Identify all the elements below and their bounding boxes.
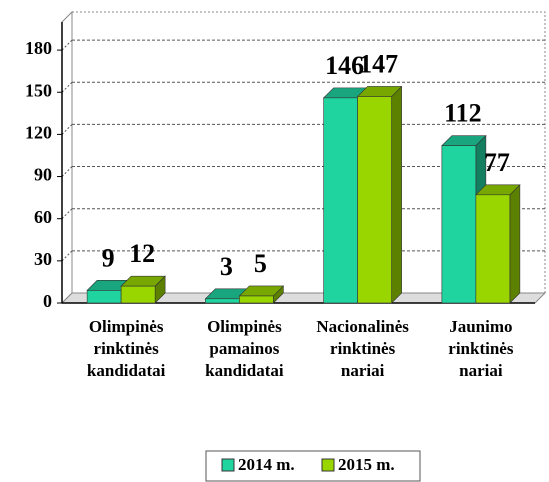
x-tick-label: kandidatai [205, 361, 284, 380]
x-tick-label: rinktinės [330, 339, 396, 358]
value-label: 9 [102, 243, 115, 272]
x-tick-label: nariai [459, 361, 503, 380]
bar [441, 145, 477, 304]
y-tick-label: 180 [25, 38, 52, 58]
y-tick-label: 90 [34, 165, 52, 185]
x-tick-label: Jaunimo [449, 317, 512, 336]
bar [120, 285, 156, 304]
x-tick-label: Nacionalinės [316, 317, 409, 336]
x-tick-label: Olimpinės [89, 317, 164, 336]
x-tick-label: pamainos [209, 339, 279, 358]
y-tick-label: 30 [34, 249, 52, 269]
bar-side [509, 184, 521, 304]
bar [357, 96, 392, 304]
x-tick-label: kandidatai [87, 361, 166, 380]
x-tick-label: rinktinės [448, 339, 514, 358]
bar [323, 97, 358, 304]
x-tick-label: rinktinės [94, 339, 160, 358]
value-label: 112 [444, 99, 482, 128]
bar [86, 290, 122, 304]
value-label: 146 [325, 51, 364, 80]
bar [239, 295, 274, 304]
value-label: 77 [484, 148, 510, 177]
y-tick-label: 150 [25, 80, 52, 100]
bar [475, 194, 511, 304]
y-tick-label: 120 [25, 123, 52, 143]
y-tick-label: 0 [43, 291, 52, 311]
bar [205, 298, 240, 304]
legend-swatch [221, 458, 235, 472]
value-label: 5 [254, 249, 267, 278]
legend-box [205, 450, 421, 482]
legend-label: 2015 m. [338, 455, 395, 474]
x-tick-label: Olimpinės [207, 317, 282, 336]
side-wall [61, 10, 73, 305]
value-label: 147 [359, 49, 398, 78]
y-tick-label: 60 [34, 207, 52, 227]
value-label: 12 [129, 239, 155, 268]
value-label: 3 [220, 252, 233, 281]
x-tick-label: nariai [341, 361, 385, 380]
legend-label: 2014 m. [238, 455, 295, 474]
legend-swatch [321, 458, 335, 472]
bar-side [391, 85, 402, 304]
